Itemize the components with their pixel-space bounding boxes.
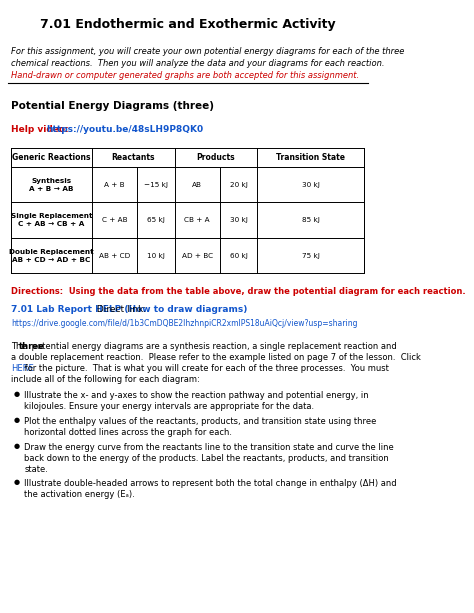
Text: Illustrate double-headed arrows to represent both the total change in enthalpy (: Illustrate double-headed arrows to repre… — [25, 479, 397, 489]
Text: for the picture.  That is what you will create for each of the three processes. : for the picture. That is what you will c… — [22, 364, 389, 373]
Text: CB + A: CB + A — [184, 217, 210, 223]
Text: kilojoules. Ensure your energy intervals are appropriate for the data.: kilojoules. Ensure your energy intervals… — [25, 402, 315, 411]
Text: Illustrate the x- and y-axes to show the reaction pathway and potential energy, : Illustrate the x- and y-axes to show the… — [25, 391, 369, 400]
Text: ●: ● — [14, 417, 20, 423]
Text: ●: ● — [14, 391, 20, 397]
Text: Help video:: Help video: — [11, 125, 72, 134]
Text: Transition State: Transition State — [276, 153, 346, 162]
Text: Plot the enthalpy values of the reactants, products, and transition state using : Plot the enthalpy values of the reactant… — [25, 417, 377, 426]
Text: 7.01 Endothermic and Exothermic Activity: 7.01 Endothermic and Exothermic Activity — [40, 18, 336, 31]
Text: HERE: HERE — [11, 364, 34, 373]
Text: include all of the following for each diagram:: include all of the following for each di… — [11, 375, 200, 384]
Text: A + B: A + B — [104, 181, 125, 188]
Text: AB: AB — [192, 181, 202, 188]
Text: Direct link:: Direct link: — [94, 305, 146, 314]
Text: three: three — [19, 342, 45, 351]
Text: https://youtu.be/48sLH9P8QK0: https://youtu.be/48sLH9P8QK0 — [46, 125, 203, 134]
Text: 60 kJ: 60 kJ — [229, 253, 247, 259]
Text: Hand-drawn or computer generated graphs are both accepted for this assignment.: Hand-drawn or computer generated graphs … — [11, 71, 359, 80]
Text: Single Replacement
C + AB → CB + A: Single Replacement C + AB → CB + A — [11, 213, 92, 227]
Text: https://drive.google.com/file/d/1b3CmDQBE2lhzhnpiCR2xmlPS18uAiQcj/view?usp=shari: https://drive.google.com/file/d/1b3CmDQB… — [11, 319, 358, 328]
Text: 20 kJ: 20 kJ — [229, 181, 247, 188]
Text: ●: ● — [14, 479, 20, 485]
Text: Draw the energy curve from the reactants line to the transition state and curve : Draw the energy curve from the reactants… — [25, 443, 394, 452]
Text: the activation energy (Eₐ).: the activation energy (Eₐ). — [25, 490, 135, 500]
Text: Double Replacement
AB + CD → AD + BC: Double Replacement AB + CD → AD + BC — [9, 249, 94, 262]
Text: 10 kJ: 10 kJ — [147, 253, 165, 259]
Text: 7.01 Lab Report HELP (How to draw diagrams): 7.01 Lab Report HELP (How to draw diagra… — [11, 305, 247, 314]
Text: C + AB: C + AB — [102, 217, 128, 223]
Text: back down to the energy of the products. Label the reactants, products, and tran: back down to the energy of the products.… — [25, 454, 389, 463]
Bar — [11, 148, 365, 167]
Text: Products: Products — [197, 153, 236, 162]
Text: potential energy diagrams are a synthesis reaction, a single replacement reactio: potential energy diagrams are a synthesi… — [29, 342, 397, 351]
Text: ●: ● — [14, 443, 20, 449]
Text: Reactants: Reactants — [111, 153, 155, 162]
Text: The: The — [11, 342, 29, 351]
Text: Generic Reactions: Generic Reactions — [12, 153, 91, 162]
Text: 30 kJ: 30 kJ — [229, 217, 247, 223]
Text: 85 kJ: 85 kJ — [302, 217, 320, 223]
Text: Potential Energy Diagrams (three): Potential Energy Diagrams (three) — [11, 101, 214, 110]
Text: For this assignment, you will create your own potential energy diagrams for each: For this assignment, you will create you… — [11, 47, 405, 68]
Text: −15 kJ: −15 kJ — [144, 181, 168, 188]
Text: horizontal dotted lines across the graph for each.: horizontal dotted lines across the graph… — [25, 428, 232, 437]
Text: 75 kJ: 75 kJ — [302, 253, 320, 259]
Text: Directions:  Using the data from the table above, draw the potential diagram for: Directions: Using the data from the tabl… — [11, 287, 466, 296]
Text: 65 kJ: 65 kJ — [147, 217, 165, 223]
Bar — [11, 167, 365, 202]
Text: AD + BC: AD + BC — [182, 253, 213, 259]
Bar — [11, 238, 365, 273]
Bar — [11, 202, 365, 238]
Text: 30 kJ: 30 kJ — [302, 181, 320, 188]
Text: Synthesis
A + B → AB: Synthesis A + B → AB — [29, 178, 74, 191]
Text: AB + CD: AB + CD — [99, 253, 130, 259]
Text: a double replacement reaction.  Please refer to the example listed on page 7 of : a double replacement reaction. Please re… — [11, 353, 421, 362]
Text: state.: state. — [25, 465, 48, 474]
